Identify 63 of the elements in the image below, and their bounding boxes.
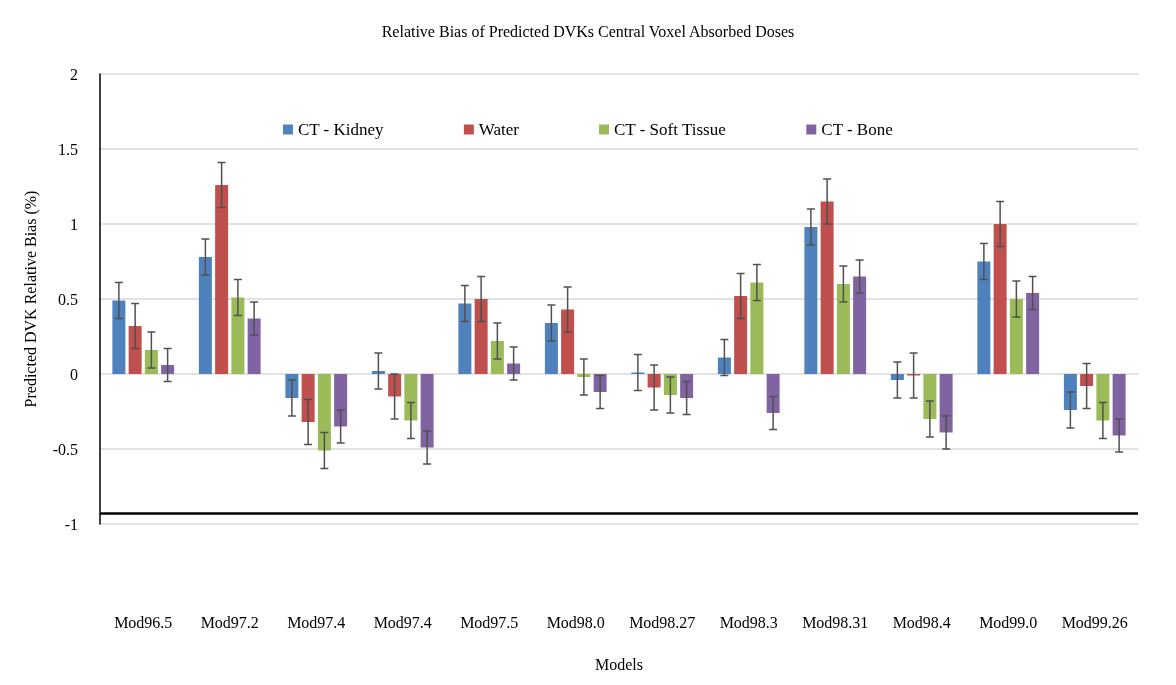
x-tick-label: Mod98.3	[719, 613, 778, 631]
legend-label: CT - Kidney	[297, 120, 385, 139]
y-tick-label: 1	[70, 215, 78, 233]
x-tick-label: Mod97.4	[373, 613, 432, 631]
x-tick-label: Mod97.4	[287, 613, 346, 631]
bar	[820, 201, 834, 374]
bar	[836, 284, 850, 374]
bar	[750, 282, 764, 374]
x-tick-label: Mod98.27	[629, 613, 696, 631]
y-tick-label: -0.5	[52, 440, 78, 458]
bar	[334, 374, 348, 427]
bar	[766, 374, 780, 413]
legend-label: CT - Bone	[821, 120, 893, 139]
bar	[247, 318, 261, 374]
bar	[161, 365, 175, 374]
x-tick-label: Mod98.4	[892, 613, 951, 631]
bar	[923, 374, 937, 419]
legend-label: Water	[478, 120, 520, 139]
bar	[215, 185, 229, 374]
bar	[1080, 374, 1094, 386]
bar	[128, 326, 142, 374]
bar	[1112, 374, 1126, 436]
bar	[1026, 293, 1040, 374]
bar	[1009, 299, 1023, 374]
y-tick-label: 1.5	[58, 140, 78, 158]
bar	[561, 309, 575, 374]
bar	[993, 224, 1007, 374]
bar	[490, 341, 504, 374]
bar	[680, 374, 694, 398]
bar	[1096, 374, 1110, 421]
legend-label: CT - Soft Tissue	[614, 120, 726, 139]
bar	[231, 297, 245, 374]
bar	[977, 261, 991, 374]
y-tick-label: -1	[64, 515, 78, 533]
bar	[474, 299, 488, 374]
bar	[198, 257, 212, 374]
x-tick-label: Mod97.2	[200, 613, 259, 631]
bar	[301, 374, 315, 422]
x-tick-label: Mod99.26	[1061, 613, 1128, 631]
bar	[317, 374, 331, 451]
y-tick-label: 0	[70, 365, 78, 383]
bar	[939, 374, 953, 433]
x-tick-label: Mod96.5	[114, 613, 173, 631]
bar	[544, 323, 558, 374]
x-tick-label: Mod98.0	[546, 613, 605, 631]
bar	[890, 374, 904, 380]
bar	[371, 371, 385, 374]
bar	[804, 227, 818, 374]
bar	[734, 296, 748, 374]
chart-title: Relative Bias of Predicted DVKs Central Voxel Absorbed Doses	[381, 22, 795, 40]
bar	[458, 303, 472, 374]
bar	[853, 276, 867, 374]
bar	[420, 374, 434, 448]
x-tick-label: Mod98.31	[802, 613, 869, 631]
x-tick-label: Mod97.5	[460, 613, 519, 631]
y-tick-label: 2	[70, 65, 78, 83]
y-axis-title: Predicted DVK Relative Bias (%)	[21, 190, 40, 408]
x-tick-label: Mod99.0	[979, 613, 1038, 631]
x-axis-title: Models	[595, 655, 643, 673]
bar	[112, 300, 126, 374]
bar	[404, 374, 418, 421]
y-tick-label: 0.5	[58, 290, 78, 308]
bar	[1063, 374, 1077, 410]
